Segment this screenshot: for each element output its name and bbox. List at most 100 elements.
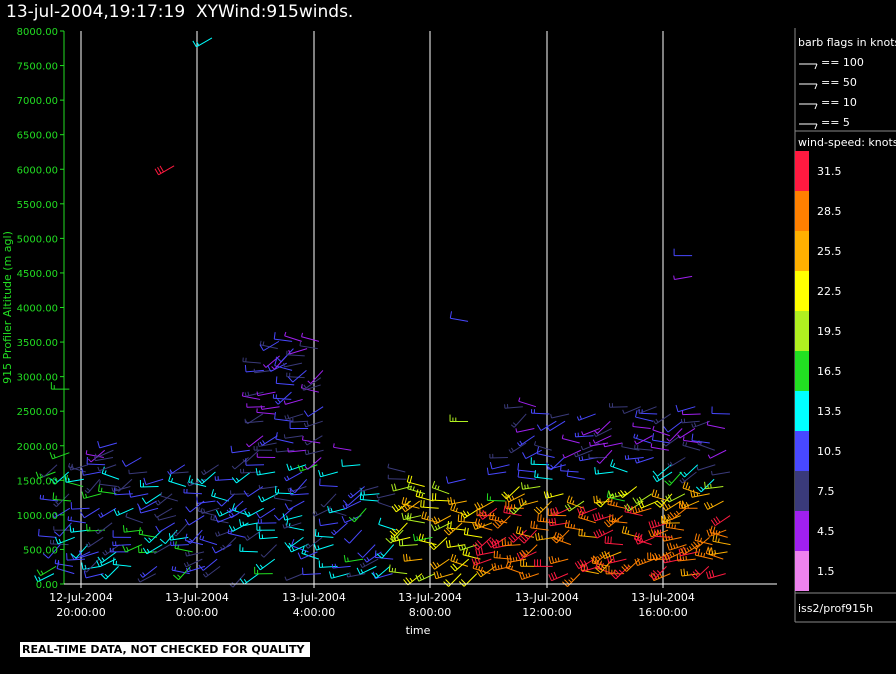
wind-barb bbox=[535, 532, 555, 541]
wind-barb bbox=[101, 466, 120, 480]
wind-barb bbox=[152, 544, 171, 555]
wind-barb bbox=[398, 538, 418, 547]
wind-barb bbox=[242, 449, 260, 463]
wind-barb bbox=[313, 543, 334, 551]
y-axis-label: 915 Profiler Altitude (m agl) bbox=[1, 231, 14, 384]
wind-barb bbox=[691, 433, 710, 444]
wind-barb bbox=[594, 420, 611, 434]
wind-barb bbox=[648, 519, 669, 529]
wind-barb bbox=[543, 490, 564, 499]
wind-barb bbox=[518, 529, 538, 544]
wind-barb bbox=[545, 420, 566, 432]
wind-barb bbox=[305, 536, 323, 549]
wind-barb bbox=[515, 427, 535, 433]
wind-barb bbox=[333, 443, 352, 451]
wind-barb bbox=[40, 464, 58, 478]
wind-barb bbox=[300, 384, 320, 393]
wind-barb bbox=[663, 420, 683, 433]
wind-barb bbox=[81, 491, 102, 499]
wind-barb bbox=[256, 408, 275, 415]
wind-barb bbox=[578, 510, 596, 524]
wind-barb bbox=[506, 554, 527, 563]
wind-barb bbox=[275, 376, 295, 386]
wind-barb bbox=[303, 406, 324, 417]
speed-legend-label: 31.5 bbox=[817, 165, 842, 178]
wind-barb bbox=[680, 568, 700, 577]
wind-barb bbox=[228, 522, 249, 532]
x-tick-time: 12:00:00 bbox=[522, 606, 571, 619]
wind-barb bbox=[259, 435, 278, 446]
wind-barb bbox=[100, 566, 119, 580]
wind-barb bbox=[275, 432, 294, 444]
wind-barb bbox=[673, 275, 693, 281]
wind-barb bbox=[257, 442, 277, 447]
wind-barb bbox=[112, 557, 132, 567]
wind-barb bbox=[159, 529, 178, 545]
speed-legend-title: wind-speed: knots bbox=[798, 136, 896, 149]
wind-barb bbox=[256, 523, 275, 531]
wind-barb bbox=[299, 341, 318, 350]
wind-barb bbox=[520, 559, 539, 567]
wind-barb bbox=[634, 444, 653, 451]
wind-barb bbox=[667, 507, 687, 521]
wind-barb bbox=[661, 533, 682, 542]
wind-barb bbox=[378, 517, 396, 531]
wind-barb bbox=[196, 471, 216, 485]
speed-legend-swatch bbox=[795, 471, 809, 511]
wind-barb bbox=[342, 493, 362, 506]
wind-barb bbox=[53, 522, 72, 537]
wind-barb bbox=[486, 536, 507, 548]
wind-barb bbox=[239, 544, 258, 553]
wind-barb bbox=[273, 494, 293, 502]
wind-barb bbox=[283, 434, 303, 439]
wind-barb bbox=[590, 551, 610, 564]
wind-barb bbox=[211, 544, 232, 554]
x-tick-time: 16:00:00 bbox=[638, 606, 687, 619]
wind-barb bbox=[450, 558, 470, 572]
wind-barb bbox=[580, 442, 600, 451]
wind-barb bbox=[530, 457, 550, 466]
wind-barb bbox=[548, 555, 569, 565]
wind-barb bbox=[665, 520, 685, 531]
wind-barb bbox=[634, 435, 653, 445]
barb-legend-label: == 50 bbox=[821, 76, 857, 89]
wind-barb bbox=[522, 449, 542, 460]
wind-barb bbox=[226, 500, 244, 514]
wind-barb bbox=[256, 391, 276, 397]
wind-barb bbox=[548, 571, 569, 582]
wind-barb bbox=[376, 493, 396, 499]
wind-barb bbox=[287, 544, 308, 553]
wind-barb bbox=[632, 422, 651, 429]
wind-barb bbox=[84, 478, 101, 494]
wind-barb bbox=[257, 519, 277, 524]
wind-barb bbox=[185, 551, 205, 557]
wind-barb bbox=[259, 340, 280, 352]
wind-barb bbox=[508, 529, 527, 543]
wind-barb bbox=[301, 384, 321, 391]
x-tick-date: 12-Jul-2004 bbox=[49, 591, 113, 604]
wind-barb bbox=[595, 558, 613, 574]
wind-barb bbox=[86, 457, 106, 466]
wind-barb bbox=[711, 470, 731, 476]
wind-barb bbox=[518, 397, 537, 408]
wind-barb bbox=[533, 500, 552, 515]
wind-barb bbox=[287, 447, 307, 453]
wind-barb bbox=[49, 452, 70, 460]
wind-barb bbox=[330, 522, 348, 536]
wind-barb bbox=[546, 462, 566, 470]
wind-barb bbox=[34, 573, 55, 583]
wind-barb bbox=[652, 425, 670, 437]
wind-barb bbox=[227, 529, 246, 538]
wind-barb bbox=[712, 534, 731, 546]
wind-barb bbox=[246, 403, 265, 408]
wind-barb bbox=[220, 536, 237, 551]
wind-barb bbox=[67, 516, 86, 524]
wind-barb bbox=[113, 507, 134, 517]
wind-barb bbox=[508, 500, 527, 515]
wind-barb bbox=[634, 557, 655, 567]
wind-barb bbox=[566, 495, 585, 509]
wind-barb bbox=[54, 536, 75, 545]
wind-barb bbox=[682, 441, 701, 451]
wind-barb bbox=[80, 507, 100, 519]
wind-barb bbox=[566, 469, 585, 480]
